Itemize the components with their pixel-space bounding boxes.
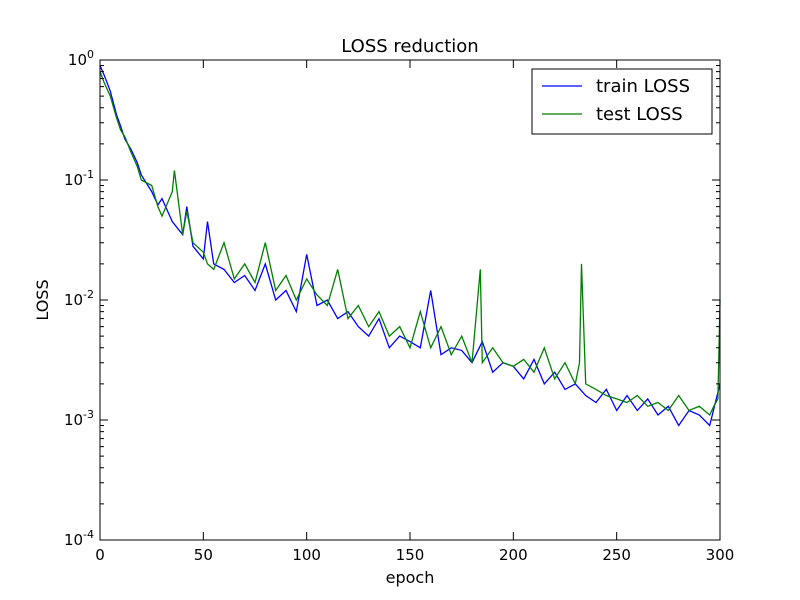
x-tick-label: 250 bbox=[602, 546, 631, 564]
series-line-1 bbox=[99, 65, 721, 427]
x-tick-label: 50 bbox=[194, 546, 213, 564]
y-tick-label: 10-2 bbox=[64, 288, 94, 309]
x-tick-label: 0 bbox=[95, 546, 105, 564]
series-line-2 bbox=[99, 71, 721, 417]
chart-title: LOSS reduction bbox=[341, 36, 478, 57]
x-axis-label: epoch bbox=[386, 568, 435, 587]
legend-box bbox=[531, 68, 713, 135]
legend: train LOSS test LOSS bbox=[531, 68, 713, 135]
y-tick-label: 10-1 bbox=[64, 168, 94, 189]
y-tick-label: 10-3 bbox=[64, 408, 94, 429]
y-tick-label: 10-4 bbox=[64, 528, 94, 549]
y-tick-label: 100 bbox=[68, 48, 94, 69]
x-tick-label: 300 bbox=[706, 546, 735, 564]
legend-label-1: train LOSS bbox=[596, 76, 690, 97]
series-layer bbox=[99, 65, 721, 427]
x-tick-label: 150 bbox=[396, 546, 425, 564]
x-tick-label: 200 bbox=[499, 546, 528, 564]
legend-label-2: test LOSS bbox=[596, 104, 683, 125]
y-axis-label: LOSS bbox=[33, 279, 52, 320]
x-tick-label: 100 bbox=[292, 546, 321, 564]
x-axis: 0 50 100 150 200 250 300 bbox=[95, 60, 734, 564]
